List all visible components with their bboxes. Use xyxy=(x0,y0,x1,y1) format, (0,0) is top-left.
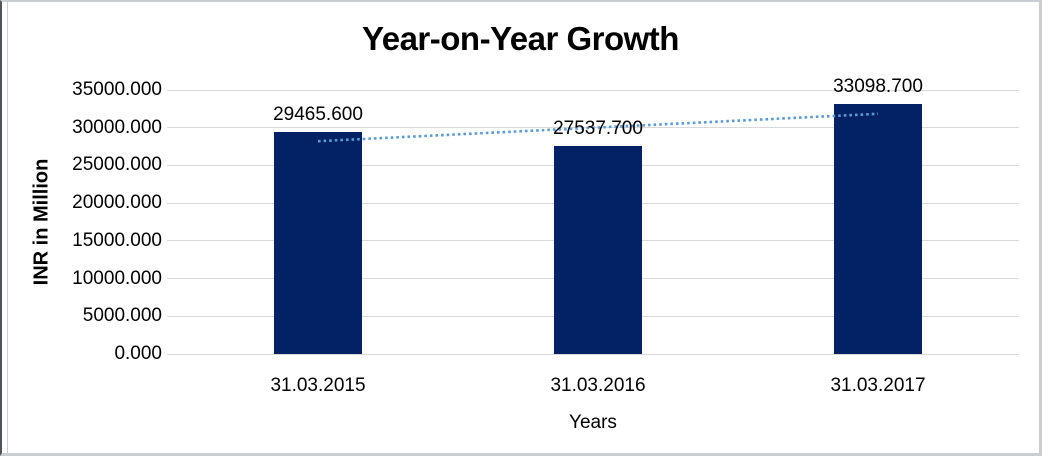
y-tick-label: 20000.000 xyxy=(72,192,162,214)
x-tick-label: 31.03.2017 xyxy=(830,375,926,396)
y-tick-label: 30000.000 xyxy=(72,116,162,138)
gridline xyxy=(167,353,1019,355)
x-tick-label: 31.03.2016 xyxy=(550,375,646,396)
gridline xyxy=(167,89,1019,91)
y-tick-label: 0.000 xyxy=(114,343,162,364)
chart-frame-left-border xyxy=(7,2,8,453)
y-tick-label: 5000.000 xyxy=(82,305,162,327)
y-tick-label: 15000.000 xyxy=(72,229,162,251)
y-tick-label: 25000.000 xyxy=(72,154,162,176)
y-axis-title: INR in Million xyxy=(30,158,53,286)
chart-title: Year-on-Year Growth xyxy=(362,20,679,57)
bar-value-label: 27537.700 xyxy=(553,118,643,140)
x-tick-label: 31.03.2015 xyxy=(270,375,366,396)
bar xyxy=(274,131,362,354)
bar xyxy=(554,146,642,354)
bar-value-label: 33098.700 xyxy=(833,76,923,98)
bar-value-label: 29465.600 xyxy=(273,103,363,125)
y-tick-label: 35000.000 xyxy=(72,79,162,100)
bar xyxy=(834,104,922,354)
x-axis-title: Years xyxy=(569,412,617,433)
y-tick-label: 10000.000 xyxy=(72,267,162,289)
